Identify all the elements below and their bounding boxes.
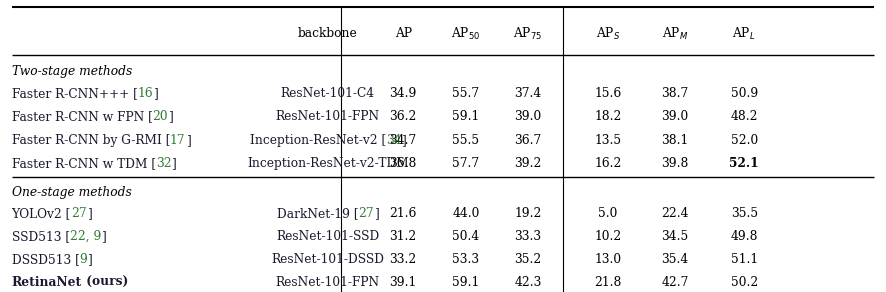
Text: 34.5: 34.5 bbox=[662, 230, 688, 243]
Text: 38.1: 38.1 bbox=[662, 134, 688, 147]
Text: Faster R-CNN+++ [: Faster R-CNN+++ [ bbox=[12, 87, 137, 100]
Text: 20: 20 bbox=[152, 110, 168, 123]
Text: Faster R-CNN by G-RMI [: Faster R-CNN by G-RMI [ bbox=[12, 134, 170, 147]
Text: ResNet-101-DSSD: ResNet-101-DSSD bbox=[271, 253, 385, 266]
Text: (ours): (ours) bbox=[82, 276, 128, 288]
Text: 42.3: 42.3 bbox=[515, 276, 541, 288]
Text: AP: AP bbox=[394, 27, 412, 40]
Text: 17: 17 bbox=[170, 134, 185, 147]
Text: 36.7: 36.7 bbox=[515, 134, 541, 147]
Text: YOLOv2 [: YOLOv2 [ bbox=[12, 207, 71, 220]
Text: ]: ] bbox=[171, 157, 176, 170]
Text: 34.7: 34.7 bbox=[390, 134, 416, 147]
Text: 21.6: 21.6 bbox=[390, 207, 416, 220]
Text: backbone: backbone bbox=[298, 27, 358, 40]
Text: 35.4: 35.4 bbox=[662, 253, 688, 266]
Text: 51.1: 51.1 bbox=[731, 253, 758, 266]
Text: 5.0: 5.0 bbox=[598, 207, 618, 220]
Text: 16: 16 bbox=[137, 87, 153, 100]
Text: AP$_{50}$: AP$_{50}$ bbox=[451, 25, 481, 42]
Text: DSSD513 [: DSSD513 [ bbox=[12, 253, 80, 266]
Text: 52.0: 52.0 bbox=[731, 134, 758, 147]
Text: Faster R-CNN w TDM [: Faster R-CNN w TDM [ bbox=[12, 157, 156, 170]
Text: 15.6: 15.6 bbox=[595, 87, 621, 100]
Text: 39.2: 39.2 bbox=[515, 157, 541, 170]
Text: 59.1: 59.1 bbox=[453, 110, 479, 123]
Text: 39.8: 39.8 bbox=[662, 157, 688, 170]
Text: Inception-ResNet-v2-TDM: Inception-ResNet-v2-TDM bbox=[247, 157, 408, 170]
Text: 35.2: 35.2 bbox=[515, 253, 541, 266]
Text: 37.4: 37.4 bbox=[515, 87, 541, 100]
Text: ]: ] bbox=[101, 230, 105, 243]
Text: 55.5: 55.5 bbox=[453, 134, 479, 147]
Text: 53.3: 53.3 bbox=[453, 253, 479, 266]
Text: AP$_M$: AP$_M$ bbox=[662, 25, 688, 42]
Text: 39.1: 39.1 bbox=[390, 276, 416, 288]
Text: ]: ] bbox=[87, 207, 91, 220]
Text: ]: ] bbox=[153, 87, 158, 100]
Text: 22, 9: 22, 9 bbox=[70, 230, 101, 243]
Text: 39.0: 39.0 bbox=[515, 110, 541, 123]
Text: AP$_{75}$: AP$_{75}$ bbox=[513, 25, 543, 42]
Text: 50.4: 50.4 bbox=[453, 230, 479, 243]
Text: 19.2: 19.2 bbox=[515, 207, 541, 220]
Text: 18.2: 18.2 bbox=[595, 110, 621, 123]
Text: 44.0: 44.0 bbox=[453, 207, 479, 220]
Text: ResNet-101-C4: ResNet-101-C4 bbox=[281, 87, 375, 100]
Text: 31.2: 31.2 bbox=[390, 230, 416, 243]
Text: 34: 34 bbox=[385, 134, 401, 147]
Text: 27: 27 bbox=[71, 207, 87, 220]
Text: 39.0: 39.0 bbox=[662, 110, 688, 123]
Text: RetinaNet: RetinaNet bbox=[12, 276, 82, 288]
Text: One-stage methods: One-stage methods bbox=[12, 186, 131, 199]
Text: AP$_S$: AP$_S$ bbox=[595, 25, 620, 42]
Text: 32: 32 bbox=[156, 157, 171, 170]
Text: 38.7: 38.7 bbox=[662, 87, 688, 100]
Text: 59.1: 59.1 bbox=[453, 276, 479, 288]
Text: 36.2: 36.2 bbox=[390, 110, 416, 123]
Text: Inception-ResNet-v2 [: Inception-ResNet-v2 [ bbox=[250, 134, 385, 147]
Text: Faster R-CNN w FPN [: Faster R-CNN w FPN [ bbox=[12, 110, 152, 123]
Text: 42.7: 42.7 bbox=[662, 276, 688, 288]
Text: 52.1: 52.1 bbox=[729, 157, 759, 170]
Text: ]: ] bbox=[87, 253, 92, 266]
Text: 10.2: 10.2 bbox=[595, 230, 621, 243]
Text: 27: 27 bbox=[359, 207, 374, 220]
Text: AP$_L$: AP$_L$ bbox=[733, 25, 756, 42]
Text: SSD513 [: SSD513 [ bbox=[12, 230, 70, 243]
Text: ]: ] bbox=[168, 110, 173, 123]
Text: 16.2: 16.2 bbox=[595, 157, 621, 170]
Text: 55.7: 55.7 bbox=[453, 87, 479, 100]
Text: 57.7: 57.7 bbox=[453, 157, 479, 170]
Text: ]: ] bbox=[185, 134, 190, 147]
Text: 22.4: 22.4 bbox=[661, 207, 689, 220]
Text: 35.5: 35.5 bbox=[731, 207, 758, 220]
Text: ResNet-101-FPN: ResNet-101-FPN bbox=[276, 276, 380, 288]
Text: 50.2: 50.2 bbox=[731, 276, 758, 288]
Text: 13.5: 13.5 bbox=[595, 134, 621, 147]
Text: 33.3: 33.3 bbox=[515, 230, 541, 243]
Text: 50.9: 50.9 bbox=[731, 87, 758, 100]
Text: ]: ] bbox=[374, 207, 379, 220]
Text: 49.8: 49.8 bbox=[730, 230, 758, 243]
Text: ResNet-101-FPN: ResNet-101-FPN bbox=[276, 110, 380, 123]
Text: 48.2: 48.2 bbox=[730, 110, 758, 123]
Text: Two-stage methods: Two-stage methods bbox=[12, 65, 132, 78]
Text: 33.2: 33.2 bbox=[390, 253, 416, 266]
Text: 34.9: 34.9 bbox=[390, 87, 416, 100]
Text: ResNet-101-SSD: ResNet-101-SSD bbox=[276, 230, 379, 243]
Text: 9: 9 bbox=[80, 253, 87, 266]
Text: 13.0: 13.0 bbox=[595, 253, 621, 266]
Text: DarkNet-19 [: DarkNet-19 [ bbox=[276, 207, 359, 220]
Text: 36.8: 36.8 bbox=[390, 157, 416, 170]
Text: 21.8: 21.8 bbox=[595, 276, 621, 288]
Text: ]: ] bbox=[401, 134, 406, 147]
